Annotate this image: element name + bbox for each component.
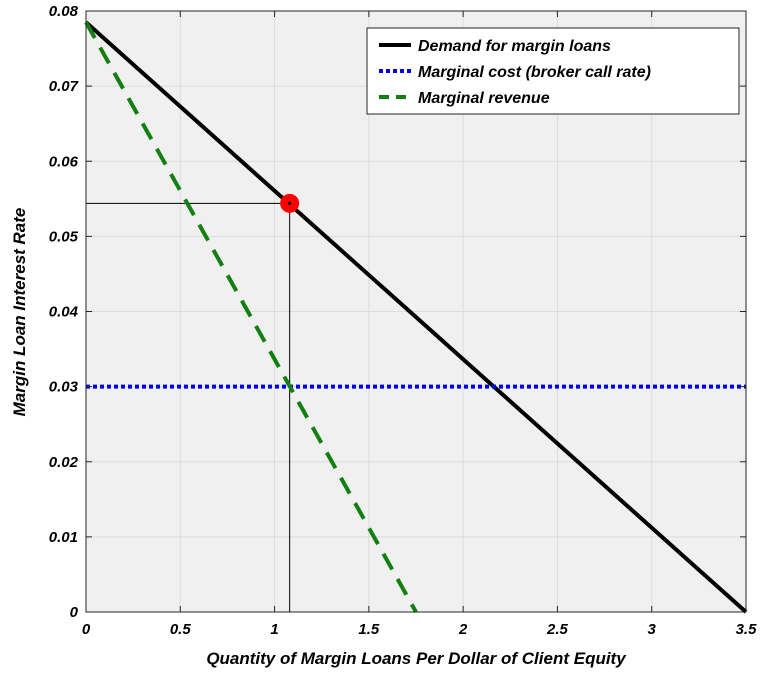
series-line-marginal-revenue bbox=[84, 21, 418, 613]
x-tick-label: 0 bbox=[82, 621, 91, 638]
series-line-demand bbox=[84, 20, 748, 614]
x-tick-label: 0.5 bbox=[170, 621, 192, 638]
x-tick-label: 2.5 bbox=[546, 621, 569, 638]
x-tick-label: 3 bbox=[648, 621, 657, 638]
legend-label-marginal-cost: Marginal cost (broker call rate) bbox=[418, 64, 651, 81]
x-tick-label: 2 bbox=[458, 621, 468, 638]
y-tick-label: 0.05 bbox=[49, 228, 79, 245]
y-tick-label: 0.04 bbox=[49, 304, 79, 321]
x-tick-label: 1 bbox=[270, 621, 278, 638]
optimum-marker-group bbox=[280, 193, 300, 213]
y-tick-label: 0.02 bbox=[49, 454, 79, 471]
y-axis-label: Margin Loan Interest Rate bbox=[10, 208, 29, 417]
ticks: 0 0.5 1 1.5 2 2.5 3 3.5 0 0.01 0.02 0.03 0.04 0.05 0.0… bbox=[49, 3, 757, 638]
x-tick-label: 3.5 bbox=[736, 621, 758, 638]
legend-box bbox=[366, 27, 740, 115]
series-group bbox=[84, 20, 748, 614]
legend-label-demand: Demand for margin loans bbox=[418, 38, 611, 55]
y-tick-label: 0 bbox=[70, 604, 79, 621]
x-tick-label: 1.5 bbox=[358, 621, 380, 638]
y-tick-label: 0.07 bbox=[49, 78, 79, 95]
optimum-point-center bbox=[288, 201, 292, 205]
y-tick-label: 0.08 bbox=[49, 3, 79, 20]
legend: Demand for margin loans Marginal cost (b… bbox=[366, 27, 740, 115]
y-tick-label: 0.06 bbox=[49, 153, 79, 170]
x-axis-label: Quantity of Margin Loans Per Dollar of C… bbox=[206, 649, 627, 668]
legend-label-marginal-revenue: Marginal revenue bbox=[418, 90, 550, 107]
y-tick-label: 0.01 bbox=[49, 529, 78, 546]
y-tick-label: 0.03 bbox=[49, 379, 79, 396]
